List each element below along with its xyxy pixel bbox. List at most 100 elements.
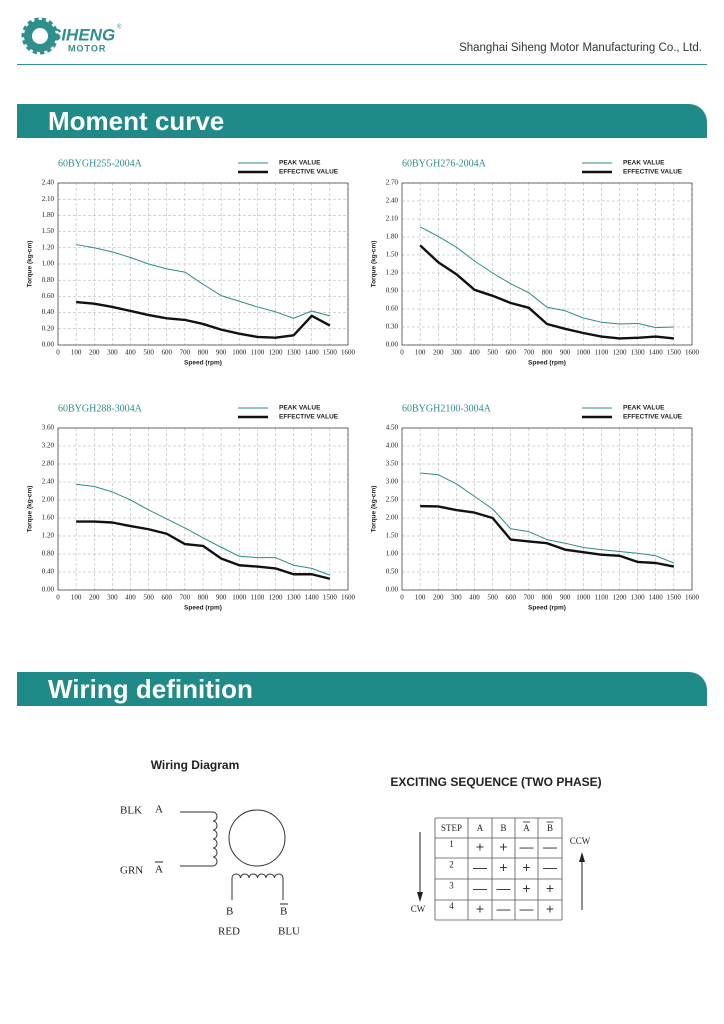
x-tick-label: 100 xyxy=(415,594,426,602)
logo-sub: MOTOR xyxy=(68,43,106,53)
series-line xyxy=(419,244,674,340)
x-tick-label: 0 xyxy=(400,594,404,602)
x-tick-label: 1300 xyxy=(287,594,302,602)
chart-title: 60BYGH276-2004A xyxy=(402,158,487,169)
motor-diagram xyxy=(180,809,286,900)
plot-frame xyxy=(57,182,349,346)
table-header: A xyxy=(523,823,530,833)
wire-label: A xyxy=(155,864,163,876)
table-header: STEP xyxy=(441,823,462,833)
ccw-label: CCW xyxy=(570,836,591,846)
y-axis-label: Torque (kg-cm) xyxy=(27,486,34,533)
chart: 60BYGH276-2004A 0 100 200 300 400 500 600 700 800… xyxy=(371,158,700,367)
y-tick-label: 2.40 xyxy=(42,179,55,187)
chart: 60BYGH288-3004A 0 100 200 300 400 500 600 700 800… xyxy=(27,403,356,611)
cw-arrow-head xyxy=(417,892,423,902)
phase-sign: + xyxy=(476,839,484,855)
legend-label: EFFECTIVE VALUE xyxy=(279,414,339,421)
step-number: 3 xyxy=(449,881,454,891)
x-tick-label: 1500 xyxy=(667,594,682,602)
y-tick-label: 3.50 xyxy=(386,460,399,468)
x-tick-label: 1400 xyxy=(649,349,664,357)
section-title: Wiring definition xyxy=(17,672,707,706)
x-tick-label: 1300 xyxy=(631,594,646,602)
x-tick-label: 200 xyxy=(89,349,100,357)
x-tick-label: 1500 xyxy=(323,594,338,602)
logo: SIHENG ® MOTOR xyxy=(21,17,122,55)
x-tick-label: 600 xyxy=(506,594,517,602)
x-tick-label: 0 xyxy=(400,349,404,357)
wire-label: B xyxy=(280,906,287,918)
cw-label: CW xyxy=(411,904,426,914)
x-tick-label: 900 xyxy=(560,594,571,602)
legend-label: EFFECTIVE VALUE xyxy=(623,169,683,176)
legend-label: PEAK VALUE xyxy=(279,160,321,167)
chart-title: 60BYGH288-3004A xyxy=(58,403,143,414)
y-tick-label: 2.00 xyxy=(42,496,55,504)
x-tick-label: 1100 xyxy=(595,349,609,357)
y-tick-label: 0.40 xyxy=(42,308,55,316)
x-tick-label: 1000 xyxy=(576,349,591,357)
step-number: 2 xyxy=(449,860,454,870)
phase-sign: — xyxy=(473,859,487,875)
y-tick-label: 2.80 xyxy=(42,460,55,468)
x-tick-label: 500 xyxy=(487,349,498,357)
x-tick-label: 100 xyxy=(71,349,82,357)
legend-label: EFFECTIVE VALUE xyxy=(623,414,683,421)
y-tick-label: 2.50 xyxy=(386,496,399,504)
x-tick-label: 400 xyxy=(469,594,480,602)
y-tick-label: 0.60 xyxy=(386,305,399,313)
x-tick-label: 1400 xyxy=(649,594,664,602)
wire-label: GRN xyxy=(120,865,143,877)
x-tick-label: 900 xyxy=(560,349,571,357)
phase-sign: — xyxy=(497,880,511,896)
plot-frame xyxy=(57,427,349,591)
y-tick-label: 2.00 xyxy=(386,514,399,522)
y-tick-label: 1.60 xyxy=(42,514,55,522)
y-tick-label: 1.80 xyxy=(386,233,399,241)
x-tick-label: 1000 xyxy=(232,594,247,602)
y-tick-label: 1.20 xyxy=(42,532,55,540)
phase-sign: + xyxy=(499,839,507,855)
y-axis-label: Torque (kg-cm) xyxy=(27,241,34,288)
y-tick-label: 1.20 xyxy=(386,269,399,277)
sequence-title: EXCITING SEQUENCE (TWO PHASE) xyxy=(390,775,601,789)
x-tick-label: 1600 xyxy=(685,349,700,357)
x-tick-label: 600 xyxy=(162,349,173,357)
table-header: A xyxy=(477,823,484,833)
x-tick-label: 200 xyxy=(433,349,444,357)
y-tick-label: 0.90 xyxy=(386,287,399,295)
x-tick-label: 200 xyxy=(89,594,100,602)
x-tick-label: 0 xyxy=(56,594,60,602)
x-tick-label: 900 xyxy=(216,594,227,602)
legend-label: PEAK VALUE xyxy=(623,160,665,167)
company-name: Shanghai Siheng Motor Manufacturing Co.,… xyxy=(459,42,702,54)
header-rule xyxy=(17,64,707,65)
x-tick-label: 1100 xyxy=(251,349,265,357)
y-tick-label: 4.00 xyxy=(386,442,399,450)
x-tick-label: 700 xyxy=(180,349,191,357)
x-tick-label: 700 xyxy=(524,349,535,357)
step-number: 4 xyxy=(449,901,454,911)
x-tick-label: 600 xyxy=(162,594,173,602)
wire-label: BLK xyxy=(120,805,142,817)
y-tick-label: 1.00 xyxy=(42,260,55,268)
y-tick-label: 1.50 xyxy=(386,532,399,540)
phase-sign: + xyxy=(522,880,530,896)
wire-label: B xyxy=(226,906,233,918)
x-tick-label: 800 xyxy=(542,349,553,357)
phase-sign: — xyxy=(520,901,534,917)
y-tick-label: 4.50 xyxy=(386,424,399,432)
y-tick-label: 2.40 xyxy=(42,478,55,486)
y-tick-label: 2.10 xyxy=(42,195,55,203)
x-tick-label: 1000 xyxy=(232,349,247,357)
x-tick-label: 300 xyxy=(107,594,118,602)
x-tick-label: 800 xyxy=(198,349,209,357)
x-tick-label: 400 xyxy=(125,594,136,602)
y-tick-label: 0.60 xyxy=(42,292,55,300)
x-tick-label: 1500 xyxy=(323,349,338,357)
x-tick-label: 1100 xyxy=(595,594,609,602)
y-tick-label: 0.50 xyxy=(386,568,399,576)
x-tick-label: 100 xyxy=(415,349,426,357)
x-axis-label: Speed (rpm) xyxy=(528,360,566,367)
